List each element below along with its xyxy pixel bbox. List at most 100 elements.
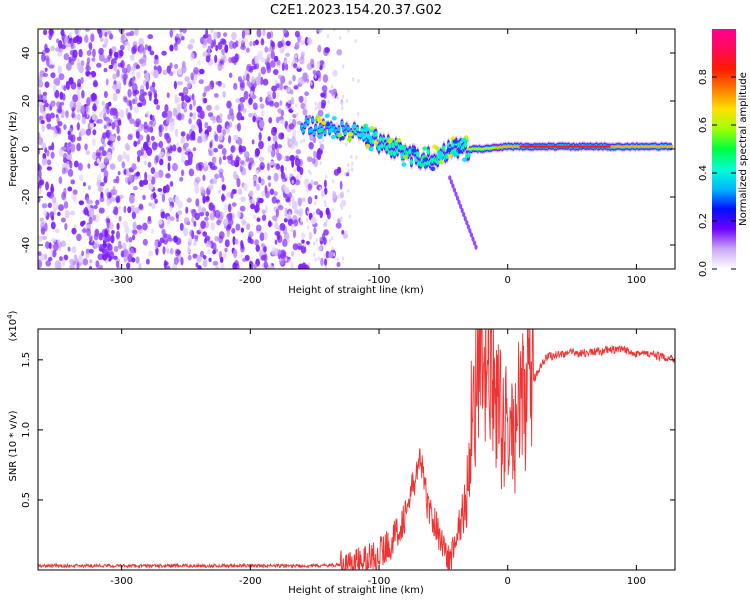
spectrogram-cell: [313, 181, 319, 186]
spectrogram-cell: [161, 50, 167, 56]
spectrogram-cell: [300, 40, 306, 46]
spectrogram-y-tick-label: 0: [21, 146, 32, 152]
spectrogram-cell: [287, 189, 290, 194]
spectrogram-cell: [189, 112, 193, 118]
spectrogram-cell: [258, 132, 262, 141]
spectrogram-cell: [100, 191, 104, 199]
spectrogram-cell: [452, 139, 458, 144]
spectrogram-cell: [184, 159, 190, 167]
spectrogram-cell: [38, 115, 44, 121]
spectrogram-cell: [314, 257, 317, 262]
spectrogram-cell: [130, 204, 135, 212]
spectrogram-cell: [202, 231, 208, 237]
spectrogram-cell: [322, 74, 329, 83]
spectrogram-cell: [189, 103, 193, 111]
spectrogram-cell: [125, 107, 129, 117]
spectrogram-y-tick-label: 40: [21, 47, 32, 60]
spectrogram-cell: [72, 49, 78, 59]
spectrogram-cell: [132, 98, 136, 105]
spectrogram-cell: [273, 126, 277, 133]
spectrogram-cell: [67, 135, 72, 140]
spectrogram-cell: [285, 40, 291, 47]
spectrogram-cell: [200, 186, 205, 194]
spectrogram-cell: [313, 150, 317, 159]
spectrogram-cell: [224, 44, 229, 54]
spectrogram-cell: [184, 76, 190, 82]
spectrogram-cell: [47, 202, 52, 208]
spectrogram-cell: [280, 132, 285, 140]
spectrogram-cell: [101, 150, 107, 157]
spectrogram-cell: [258, 176, 262, 184]
spectrogram-cell: [132, 41, 138, 47]
spectrogram-cell: [319, 143, 325, 151]
spectrogram-cell: [164, 125, 169, 132]
spectrogram-cell: [260, 165, 265, 170]
spectrogram-cell: [277, 108, 283, 114]
spectrogram-cell: [38, 148, 41, 155]
spectrogram-cell: [279, 100, 283, 106]
spectrogram-cell: [254, 239, 259, 246]
spectrogram-cell: [255, 170, 260, 175]
spectrogram-cell: [111, 146, 115, 151]
spectrogram-cell: [360, 128, 364, 133]
spectrogram-cell: [121, 67, 128, 74]
spectrogram-cell: [39, 104, 44, 114]
spectrogram-cell: [346, 126, 350, 131]
spectrogram-cell: [115, 175, 120, 184]
spectrogram-cell: [258, 250, 264, 256]
spectrogram-cell: [45, 241, 50, 249]
spectrogram-cell: [339, 136, 345, 141]
spectrogram-cell: [193, 66, 199, 75]
spectrogram-cell: [70, 143, 76, 153]
spectrogram-cell: [194, 185, 200, 194]
spectrogram-cell: [199, 110, 205, 120]
spectrogram-cell: [237, 122, 241, 132]
spectrogram-cell: [137, 102, 143, 108]
spectrogram-cell: [81, 250, 85, 257]
spectrogram-cell: [88, 74, 93, 80]
spectrogram-cell: [149, 50, 155, 56]
spectrogram-cell: [222, 90, 226, 98]
spectrogram-cell: [123, 256, 128, 263]
spectrogram-cell: [299, 218, 303, 223]
spectrogram-cell: [314, 125, 318, 130]
spectrogram-cell: [457, 199, 461, 205]
spectrogram-cell: [274, 239, 278, 245]
spectrogram-cell: [365, 143, 371, 149]
spectrogram-cell: [156, 104, 161, 111]
spectrogram-cell: [314, 195, 318, 200]
spectrogram-cell: [281, 174, 287, 183]
spectrogram-cell: [99, 162, 105, 169]
spectrogram-cell: [256, 217, 261, 222]
spectrogram-cell: [236, 137, 243, 146]
spectrogram-cell: [292, 128, 297, 138]
spectrogram-cell: [252, 214, 257, 220]
spectrogram-cell: [294, 42, 300, 49]
spectrogram-cell: [241, 257, 248, 262]
spectrogram-cell: [460, 207, 464, 214]
spectrogram-cell: [306, 119, 310, 125]
spectrogram-x-axis-label: Height of straight line (km): [288, 285, 424, 296]
spectrogram-cell: [310, 81, 313, 86]
spectrogram-cell: [293, 168, 296, 173]
spectrogram-cell: [86, 61, 90, 71]
spectrogram-cell: [299, 174, 302, 179]
spectrogram-cell: [176, 103, 182, 109]
spectrogram-cell: [127, 206, 132, 214]
spectrogram-cell: [134, 207, 140, 214]
spectrogram-cell: [198, 212, 205, 217]
spectrogram-cell: [241, 29, 246, 39]
spectrogram-cell: [270, 265, 275, 269]
spectrogram-cell: [260, 178, 265, 186]
spectrogram-cell: [138, 123, 144, 132]
spectrogram-cell: [336, 49, 343, 56]
spectrogram-cell: [273, 55, 279, 62]
spectrogram-cell: [173, 235, 179, 243]
spectrogram-cell: [159, 158, 164, 166]
spectrogram-cell: [144, 171, 148, 181]
spectrogram-cell: [237, 104, 241, 113]
spectrogram-cell: [133, 89, 140, 95]
spectrogram-cell: [271, 85, 277, 92]
spectrogram-cell: [45, 113, 51, 121]
